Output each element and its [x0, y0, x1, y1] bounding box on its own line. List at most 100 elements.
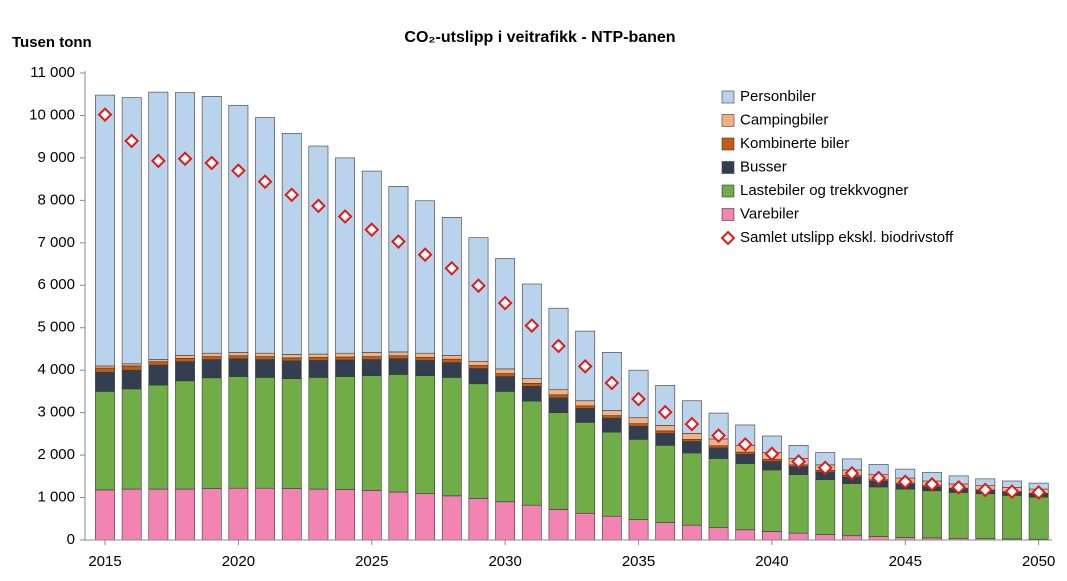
bar-segment: [441, 362, 462, 378]
bar-segment: [681, 524, 702, 541]
bar-segment: [201, 359, 222, 379]
bar-segment: [121, 365, 142, 371]
legend-label: Busser: [740, 158, 787, 175]
x-tick-label: 2040: [755, 553, 788, 570]
diamond-marker: [684, 416, 700, 432]
bar-segment: [521, 386, 542, 402]
bar-segment: [521, 504, 542, 541]
bar-segment: [201, 356, 222, 360]
bar-segment: [681, 452, 702, 526]
bar-segment: [361, 352, 382, 357]
bar-segment: [948, 492, 969, 539]
bar-segment: [121, 369, 142, 390]
bar-segment: [548, 397, 569, 413]
bar-segment: [415, 493, 436, 541]
bar-segment: [548, 412, 569, 510]
bar-segment: [361, 170, 382, 353]
bar-segment: [868, 536, 889, 541]
diamond-marker: [150, 153, 166, 169]
bar-segment: [121, 97, 142, 365]
bar-segment: [655, 445, 676, 523]
bar-segment: [575, 400, 596, 407]
bar-segment: [521, 400, 542, 506]
y-tick-label: 6 000: [37, 276, 75, 293]
bar-segment: [495, 501, 516, 541]
bar-segment: [762, 531, 782, 541]
bar-segment: [281, 360, 302, 379]
bar-segment: [842, 535, 862, 541]
bar-segment: [575, 408, 596, 423]
bar-segment: [495, 373, 516, 377]
legend-swatch: [721, 137, 735, 151]
legend-swatch: [721, 161, 735, 174]
bar-segment: [95, 372, 115, 392]
legend-label: Campingbiler: [740, 111, 828, 128]
diamond-marker: [284, 187, 300, 203]
bar-segment: [601, 415, 622, 419]
bar-segment: [308, 357, 329, 361]
bar-segment: [548, 394, 569, 399]
bar-segment: [335, 489, 355, 541]
legend-label: Samlet utslipp ekskl. biodrivstoff: [740, 229, 954, 246]
bar-segment: [495, 391, 516, 503]
bar-segment: [601, 431, 622, 517]
bar-segment: [681, 441, 702, 454]
diamond-marker: [631, 391, 646, 407]
diamond-marker: [657, 404, 673, 420]
bar-segment: [255, 487, 275, 541]
y-tick-label: 2 000: [37, 446, 75, 463]
y-axis-label: Tusen tonn: [12, 34, 92, 51]
bar-segment: [335, 157, 355, 354]
diamond-marker: [737, 437, 753, 452]
bar-segment: [415, 360, 436, 377]
bar-segment: [655, 522, 676, 541]
x-tick-label: 2030: [488, 553, 521, 570]
bar-segment: [548, 389, 569, 396]
y-tick-label: 11 000: [30, 64, 75, 81]
y-tick-label: 9 000: [37, 149, 75, 166]
bar-segment: [708, 458, 729, 528]
diamond-marker: [1031, 485, 1047, 500]
diamond-marker: [97, 107, 113, 123]
bar-segment: [308, 353, 329, 358]
diamond-marker: [791, 454, 806, 469]
bar-segment: [655, 433, 676, 446]
bar-segment: [95, 94, 115, 367]
bar-segment: [148, 91, 169, 360]
bar-segment: [628, 423, 649, 427]
bar-segment: [842, 483, 862, 537]
x-tick-label: 2045: [889, 553, 922, 570]
diamond-marker: [977, 482, 993, 498]
bar-segment: [815, 479, 836, 535]
bar-segment: [361, 356, 382, 360]
bar-segment: [628, 425, 649, 440]
x-tick-label: 2020: [222, 553, 255, 570]
bar-segment: [441, 355, 462, 360]
legend-label: Personbiler: [740, 88, 816, 105]
bar-segment: [495, 258, 516, 370]
bar-segment: [121, 388, 142, 490]
y-tick-label: 10 000: [29, 106, 75, 123]
x-tick-label: 2050: [1022, 553, 1055, 570]
bar-segment: [308, 377, 329, 490]
legend-label: Varebiler: [740, 205, 799, 222]
legend-swatch: [721, 114, 735, 127]
x-tick-label: 2025: [355, 553, 388, 570]
bar-segment: [228, 104, 249, 353]
diamond-marker: [417, 247, 433, 263]
bar-segment: [175, 488, 195, 541]
bar-segment: [441, 495, 462, 541]
bar-segment: [815, 534, 836, 541]
bar-segment: [335, 376, 355, 490]
bar-segment: [735, 451, 756, 455]
bar-segment: [415, 357, 436, 361]
diamond-marker: [844, 465, 860, 481]
bar-segment: [788, 532, 809, 541]
legend-swatch: [721, 208, 735, 221]
bar-segment: [628, 519, 649, 541]
bar-segment: [361, 375, 382, 491]
diamond-marker: [1004, 484, 1020, 500]
bar-segment: [415, 375, 436, 495]
bar-segment: [1028, 496, 1049, 540]
